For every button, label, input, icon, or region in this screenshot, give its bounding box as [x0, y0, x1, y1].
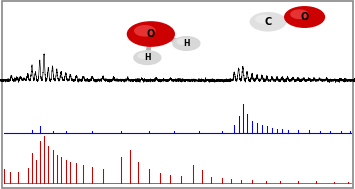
- Text: H: H: [183, 39, 190, 48]
- Circle shape: [255, 15, 272, 24]
- Text: O: O: [300, 12, 309, 22]
- Circle shape: [137, 52, 150, 59]
- Circle shape: [133, 50, 162, 65]
- Text: O: O: [147, 29, 155, 39]
- Circle shape: [172, 36, 201, 51]
- Text: C: C: [264, 17, 272, 27]
- Circle shape: [127, 21, 175, 47]
- Circle shape: [290, 9, 309, 19]
- Circle shape: [176, 38, 189, 45]
- Circle shape: [134, 25, 156, 37]
- Circle shape: [284, 6, 325, 28]
- Circle shape: [250, 12, 286, 32]
- Text: H: H: [144, 53, 151, 62]
